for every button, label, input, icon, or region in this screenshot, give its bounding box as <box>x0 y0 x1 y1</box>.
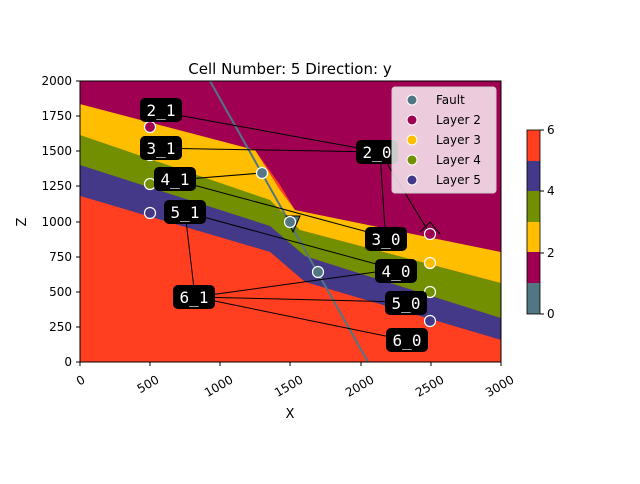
x-tick: 1000 <box>202 372 235 399</box>
y-tick: 750 <box>49 250 72 264</box>
legend-marker-layer3 <box>406 134 418 146</box>
y-tick: 250 <box>49 320 72 334</box>
legend-label: Layer 3 <box>436 133 481 147</box>
fault-point <box>283 215 297 229</box>
legend-label: Fault <box>436 93 465 107</box>
annotation-labels: 2_1 3_1 4_1 5_1 6_1 2_0 3_0 4_0 5_0 6_0 <box>140 98 428 352</box>
layer2-point <box>143 120 157 134</box>
svg-text:6_1: 6_1 <box>180 288 209 307</box>
legend: Fault Layer 2 Layer 3 Layer 4 Layer 5 <box>391 86 497 194</box>
x-tick: 3000 <box>483 372 516 399</box>
y-tick: 1000 <box>41 215 72 229</box>
x-tick: 2000 <box>343 372 376 399</box>
colorbar-tick: 6 <box>547 123 555 137</box>
layer5-point <box>143 206 157 220</box>
y-tick: 1500 <box>41 144 72 158</box>
colorbar-tick: 2 <box>547 246 555 260</box>
chart-title: Cell Number: 5 Direction: y <box>188 60 392 78</box>
x-axis: 0 500 1000 1500 2000 2500 3000 X <box>74 362 517 422</box>
svg-text:2_0: 2_0 <box>363 143 392 162</box>
legend-marker-layer5 <box>406 174 418 186</box>
svg-text:5_1: 5_1 <box>171 203 200 222</box>
x-tick: 500 <box>135 372 162 396</box>
layer3-point <box>423 256 437 270</box>
y-tick: 0 <box>64 355 72 369</box>
layer4-point <box>143 177 157 191</box>
legend-marker-layer2 <box>406 114 418 126</box>
x-tick: 1500 <box>272 372 305 399</box>
colorbar: 0 2 4 6 <box>526 123 555 321</box>
svg-text:6_0: 6_0 <box>393 331 422 350</box>
svg-text:5_0: 5_0 <box>392 294 421 313</box>
legend-marker-layer4 <box>406 154 418 166</box>
fault-point <box>311 265 325 279</box>
legend-label: Layer 4 <box>436 153 481 167</box>
y-axis: 0 250 500 750 1000 1250 1500 1750 2000 Z <box>15 74 80 369</box>
x-tick: 0 <box>74 372 88 388</box>
svg-text:4_1: 4_1 <box>161 170 190 189</box>
svg-text:2_1: 2_1 <box>147 101 176 120</box>
layer5-point <box>423 314 437 328</box>
colorbar-tick: 0 <box>547 307 555 321</box>
y-axis-label: Z <box>15 217 30 226</box>
fault-point <box>255 166 269 180</box>
legend-label: Layer 5 <box>436 173 481 187</box>
layer2-point <box>423 227 437 241</box>
svg-text:3_1: 3_1 <box>147 139 176 158</box>
legend-label: Layer 2 <box>436 113 481 127</box>
y-tick: 1750 <box>41 109 72 123</box>
legend-marker-fault <box>406 94 418 106</box>
colorbar-tick: 4 <box>547 184 555 198</box>
y-tick: 1250 <box>41 179 72 193</box>
svg-text:3_0: 3_0 <box>372 230 401 249</box>
y-tick: 500 <box>49 285 72 299</box>
x-axis-label: X <box>286 407 295 422</box>
x-tick: 2500 <box>413 372 446 399</box>
y-tick: 2000 <box>41 74 72 88</box>
svg-text:4_0: 4_0 <box>382 262 411 281</box>
